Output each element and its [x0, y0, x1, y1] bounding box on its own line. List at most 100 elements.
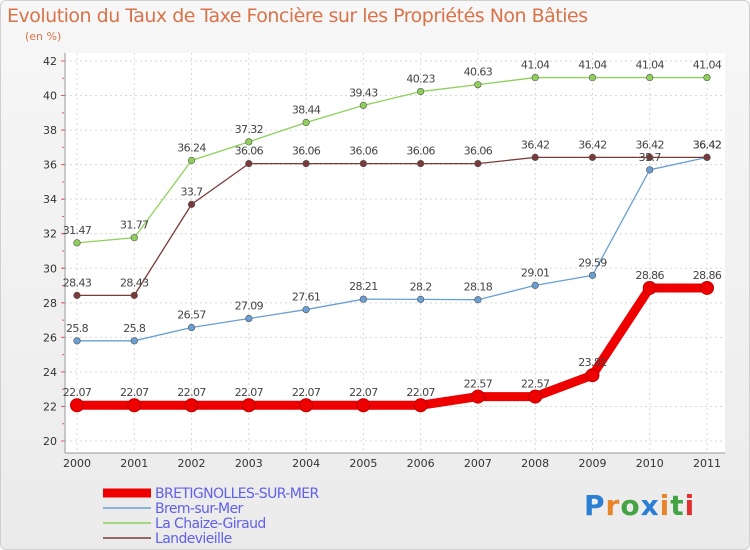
y-tick-label: 20 — [43, 435, 57, 448]
data-label: 29.59 — [578, 256, 607, 269]
data-point — [302, 118, 310, 127]
data-label: 36.42 — [635, 138, 664, 151]
data-point — [588, 271, 597, 279]
y-tick-label: 28 — [43, 297, 57, 310]
data-label: 28.18 — [464, 281, 493, 294]
data-point — [585, 368, 600, 383]
data-label: 41.04 — [578, 59, 607, 72]
data-point — [73, 291, 81, 299]
data-label: 25.8 — [123, 322, 146, 335]
data-label: 28.86 — [693, 269, 722, 282]
data-label: 41.04 — [521, 59, 550, 72]
y-tick-label: 26 — [43, 331, 57, 344]
y-tick-label: 40 — [43, 90, 57, 103]
x-tick-label: 2005 — [349, 457, 377, 470]
x-tick-label: 2000 — [63, 457, 91, 470]
x-tick-label: 2011 — [693, 457, 721, 470]
series-line-brem-sur-mer — [76, 156, 708, 342]
logo-letter: i — [684, 489, 696, 522]
data-label: 36.42 — [521, 138, 550, 151]
legend-label: BRETIGNOLLES-SUR-MER — [155, 486, 319, 502]
data-point — [73, 239, 81, 247]
data-label: 39.43 — [349, 86, 378, 99]
data-label: 27.61 — [292, 291, 321, 304]
data-point — [184, 398, 199, 413]
y-tick-label: 36 — [43, 159, 57, 172]
plot-area — [65, 53, 725, 453]
data-label: 22.57 — [464, 378, 493, 391]
data-point — [531, 281, 539, 289]
data-label: 22.07 — [177, 386, 206, 399]
grid-layer — [65, 53, 725, 453]
data-label: 22.07 — [292, 386, 321, 399]
x-tick-label: 2010 — [636, 457, 664, 470]
data-label: 22.07 — [63, 386, 92, 399]
data-point — [703, 153, 711, 161]
x-tick-label: 2003 — [235, 457, 263, 470]
data-point — [73, 337, 81, 345]
data-point — [130, 337, 138, 345]
data-label: 22.07 — [235, 386, 264, 399]
data-label: 41.04 — [693, 59, 722, 72]
data-point — [356, 398, 371, 413]
data-point — [302, 305, 310, 314]
data-label: 36.06 — [292, 145, 321, 158]
data-point — [588, 73, 597, 82]
data-label: 22.07 — [349, 386, 378, 399]
x-tick-label: 2007 — [464, 457, 492, 470]
data-label: 23.81 — [578, 356, 607, 369]
data-label: 27.09 — [235, 300, 264, 313]
data-point — [359, 295, 367, 303]
data-label: 36.06 — [349, 145, 378, 158]
data-label: 36.06 — [235, 145, 264, 158]
data-label: 36.42 — [578, 138, 607, 151]
data-label: 41.04 — [635, 59, 664, 72]
x-tick-label: 2008 — [521, 457, 549, 470]
data-label: 28.86 — [635, 269, 664, 282]
data-point — [302, 160, 310, 168]
legend-label: La Chaize-Giraud — [155, 516, 266, 532]
data-point — [646, 166, 654, 174]
data-point — [299, 398, 314, 413]
data-label: 36.42 — [693, 138, 722, 151]
data-label: 28.21 — [349, 280, 378, 293]
data-point — [187, 323, 196, 332]
data-point — [245, 138, 253, 146]
chart-title: Evolution du Taux de Taxe Foncière sur l… — [7, 5, 588, 27]
logo-letter: r — [605, 489, 621, 522]
label-layer: 22.07 22.07 22.07 22.07 22.07 22.07 22.07 22.57… — [63, 59, 723, 400]
data-point — [130, 291, 138, 299]
x-tick-label: 2002 — [178, 457, 206, 470]
data-point — [130, 234, 138, 242]
data-label: 28.43 — [63, 276, 92, 289]
data-point — [528, 389, 543, 404]
data-label: 35.7 — [639, 151, 662, 164]
data-label: 29.01 — [521, 266, 550, 279]
data-point — [646, 153, 654, 161]
y-tick-label: 24 — [43, 366, 57, 379]
y-tick-label: 34 — [43, 193, 57, 206]
data-point — [474, 81, 482, 89]
data-label: 40.63 — [464, 66, 493, 79]
data-label: 26.57 — [177, 309, 206, 322]
data-point — [531, 153, 539, 161]
logo-letter: o — [620, 489, 641, 522]
y-tick-label: 30 — [43, 262, 57, 275]
x-tick-label: 2009 — [578, 457, 606, 470]
data-label: 22.07 — [406, 386, 435, 399]
data-label: 36.42 — [693, 138, 722, 151]
series-layer — [70, 73, 714, 413]
logo-letter: i — [659, 489, 671, 522]
series-line-la-chaize-giraud — [76, 76, 708, 244]
data-point — [531, 73, 539, 82]
data-point — [646, 73, 654, 82]
y-tick-label: 22 — [43, 400, 57, 413]
y-tick-label: 42 — [43, 55, 57, 68]
data-point — [417, 87, 425, 96]
data-label: 36.06 — [406, 145, 435, 158]
data-point — [642, 280, 657, 295]
data-label: 40.23 — [406, 73, 435, 86]
data-point — [359, 160, 367, 168]
